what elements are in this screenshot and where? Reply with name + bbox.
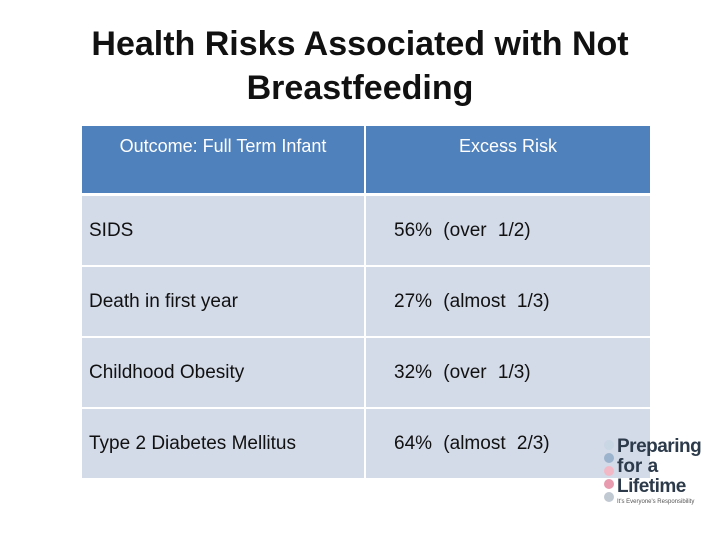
outcome-cell: SIDS xyxy=(82,196,366,267)
risk-cell: 56% (over 1/2) xyxy=(366,196,650,267)
outcome-cell: Type 2 Diabetes Mellitus xyxy=(82,409,366,480)
logo-dots-icon xyxy=(604,440,616,505)
risk-cell: 64% (almost 2/3) xyxy=(366,409,650,480)
logo-tagline: It's Everyone's Responsibility xyxy=(617,499,695,505)
risk-table: Outcome: Full Term Infant Excess Risk SI… xyxy=(82,126,650,480)
outcome-cell: Death in first year xyxy=(82,267,366,338)
header-excess-risk: Excess Risk xyxy=(366,126,650,196)
risk-cell: 32% (over 1/3) xyxy=(366,338,650,409)
table-row: Childhood Obesity 32% (over 1/3) xyxy=(82,338,650,409)
preparing-for-a-lifetime-logo: Preparing for a Lifetime It's Everyone's… xyxy=(604,436,716,510)
logo-dot xyxy=(604,440,614,450)
table-row: SIDS 56% (over 1/2) xyxy=(82,196,650,267)
logo-word-preparing: Preparing xyxy=(617,436,702,457)
table-header-row: Outcome: Full Term Infant Excess Risk xyxy=(82,126,650,196)
slide-title-line-1: Health Risks Associated with Not xyxy=(91,25,629,63)
table-row: Type 2 Diabetes Mellitus 64% (almost 2/3… xyxy=(82,409,650,480)
logo-dot xyxy=(604,453,614,463)
logo-word-for-a: for a xyxy=(617,456,659,477)
slide-title-line-2: Breastfeeding xyxy=(246,69,474,107)
outcome-cell: Childhood Obesity xyxy=(82,338,366,409)
table-row: Death in first year 27% (almost 1/3) xyxy=(82,267,650,338)
slide-title: Health Risks Associated with Not Breastf… xyxy=(0,22,720,110)
logo-dot xyxy=(604,492,614,502)
logo-dot xyxy=(604,479,614,489)
logo-dot xyxy=(604,466,614,476)
header-outcome: Outcome: Full Term Infant xyxy=(82,126,366,196)
risk-cell: 27% (almost 1/3) xyxy=(366,267,650,338)
logo-word-lifetime: Lifetime xyxy=(617,476,686,497)
